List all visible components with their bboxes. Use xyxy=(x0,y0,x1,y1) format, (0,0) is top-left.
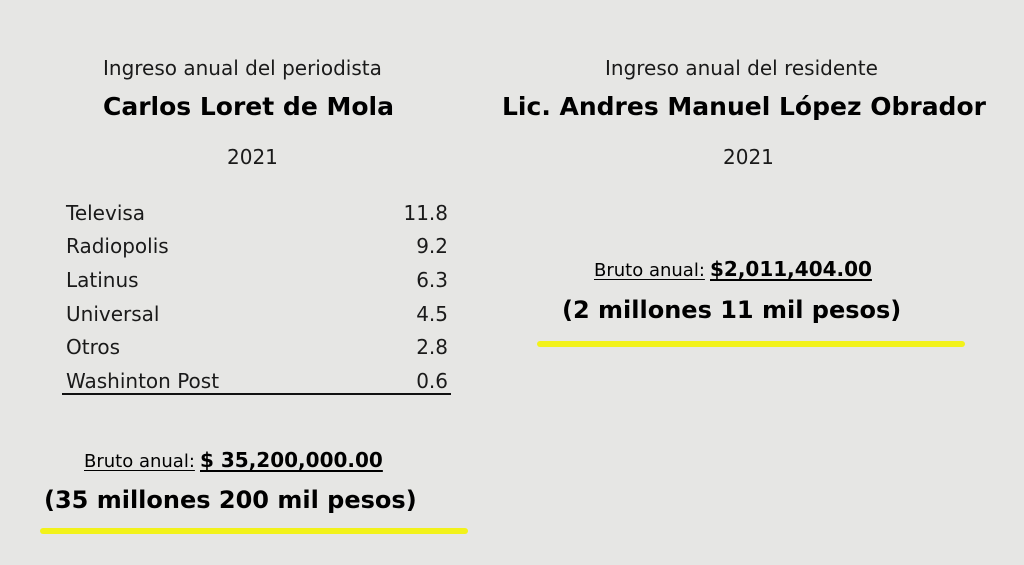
income-value: 9.2 xyxy=(416,234,448,259)
table-row: Latinus 6.3 xyxy=(62,263,450,297)
income-value: 11.8 xyxy=(403,200,448,225)
journalist-name: Carlos Loret de Mola xyxy=(103,92,394,121)
income-source: Universal xyxy=(66,301,160,326)
income-source: Latinus xyxy=(66,267,139,292)
bruto-label: Bruto anual: xyxy=(594,260,705,281)
income-source: Otros xyxy=(66,335,121,360)
president-name: Lic. Andres Manuel López Obrador xyxy=(502,92,986,121)
income-value: 6.3 xyxy=(416,267,448,292)
journalist-subtitle: Ingreso anual del periodista xyxy=(103,56,382,80)
income-value: 0.6 xyxy=(416,368,448,393)
president-bruto: Bruto anual: $2,011,404.00 xyxy=(594,257,872,281)
table-row: Televisa 11.8 xyxy=(62,196,450,230)
income-source: Washinton Post xyxy=(66,368,220,393)
journalist-bruto: Bruto anual: $ 35,200,000.00 xyxy=(84,448,383,472)
journalist-year: 2021 xyxy=(227,145,278,169)
yellow-highlight xyxy=(537,341,965,347)
yellow-highlight xyxy=(40,528,468,534)
table-row: Radiopolis 9.2 xyxy=(62,230,450,264)
table-row: Otros 2.8 xyxy=(62,330,450,364)
income-value: 2.8 xyxy=(416,335,448,360)
table-row: Washinton Post 0.6 xyxy=(62,364,450,398)
income-value: 4.5 xyxy=(416,301,448,326)
bruto-amount: $2,011,404.00 xyxy=(710,257,872,281)
bruto-label: Bruto anual: xyxy=(84,451,195,472)
president-subtitle: Ingreso anual del residente xyxy=(605,56,878,80)
table-total-rule xyxy=(62,393,451,395)
president-amount-words: (2 millones 11 mil pesos) xyxy=(562,296,902,324)
table-row: Universal 4.5 xyxy=(62,297,450,331)
president-year: 2021 xyxy=(723,145,774,169)
income-source: Televisa xyxy=(66,200,146,225)
journalist-amount-words: (35 millones 200 mil pesos) xyxy=(44,486,417,514)
income-table: Televisa 11.8 Radiopolis 9.2 Latinus 6.3… xyxy=(62,196,450,398)
bruto-amount: $ 35,200,000.00 xyxy=(200,448,383,472)
income-source: Radiopolis xyxy=(66,234,169,259)
